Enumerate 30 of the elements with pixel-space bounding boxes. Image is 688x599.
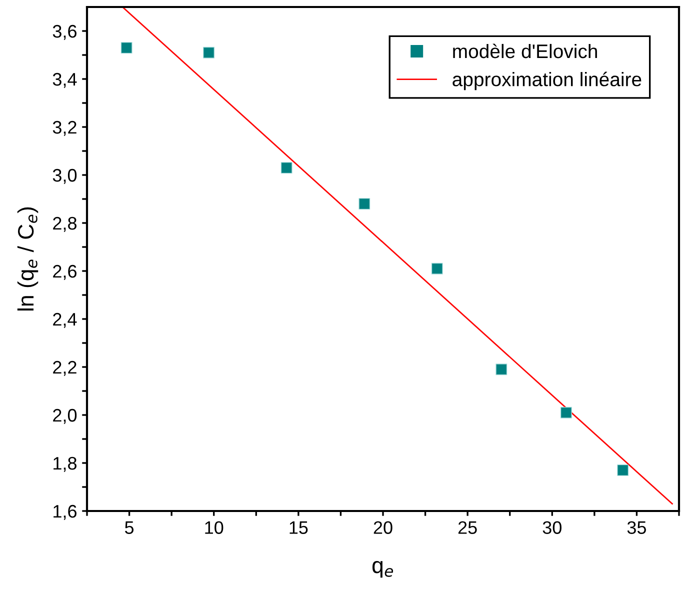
y-tick-label: 1,6 — [54, 504, 76, 520]
y-tick-label: 3,2 — [52, 120, 76, 136]
x-tick-label: 5 — [124, 521, 134, 534]
point — [617, 464, 629, 476]
point — [560, 406, 572, 418]
point — [496, 364, 508, 376]
x-tick-label: 10 — [205, 521, 224, 534]
y-tick-label: 2,4 — [53, 312, 77, 328]
legend-label: modèle d'Elovich — [453, 44, 597, 58]
y-tick-label: 2,6 — [53, 264, 76, 280]
x-tick-label: 15 — [290, 521, 308, 534]
y-axis-title: ln (q$_{e}$ / C$_{e}$) — [17, 207, 38, 311]
point — [280, 162, 292, 174]
y-tick-label: 3,6 — [52, 24, 76, 40]
y-tick-label: 2,8 — [53, 216, 76, 232]
legend-label: approximation linéaire — [452, 72, 642, 90]
y-tick-label: 2,0 — [53, 408, 77, 424]
y-tick-label: 3,0 — [52, 168, 77, 184]
point — [431, 262, 443, 274]
x-tick-label: 20 — [374, 521, 392, 534]
x-tick-label: 35 — [627, 521, 646, 534]
point — [203, 46, 215, 58]
point — [358, 198, 370, 210]
y-tick-label: 3,4 — [52, 72, 77, 88]
y-tick-label: 2,2 — [53, 360, 76, 376]
x-tick-label: 30 — [542, 521, 562, 534]
x-tick-label: 25 — [458, 521, 477, 534]
point — [120, 42, 132, 54]
x-axis-title: q$_{e}$ — [372, 561, 394, 578]
y-tick-label: 1,8 — [54, 456, 76, 472]
